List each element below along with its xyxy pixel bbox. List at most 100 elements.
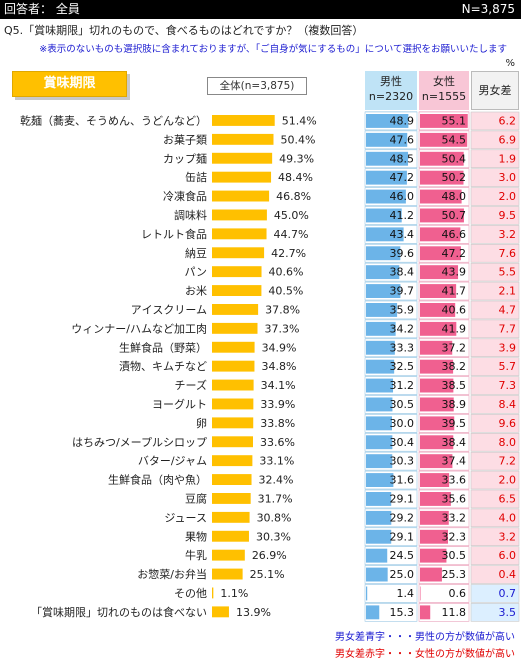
female-bar	[420, 492, 451, 506]
female-value-label: 38.5	[442, 379, 467, 392]
female-value-label: 50.7	[442, 209, 467, 222]
total-n-label: N=3,875	[461, 2, 515, 16]
diff-cell	[470, 376, 520, 395]
male-cell	[364, 584, 418, 603]
category-label: その他	[174, 587, 207, 600]
category-label: お米	[185, 285, 207, 298]
male-value-label: 29.2	[390, 511, 415, 524]
male-bar	[366, 246, 401, 261]
total-bar	[212, 285, 262, 296]
selection-note: ※表示のないものも選択肢に含まれておりますが、「ご自身が気にするもの」について選…	[39, 44, 507, 55]
diff-cell	[470, 244, 520, 263]
female-column-header: 女性 n=1555	[419, 71, 469, 110]
female-bar	[420, 359, 454, 374]
female-bar	[420, 340, 453, 355]
male-bar	[366, 586, 368, 601]
category-label: 豆腐	[185, 491, 207, 505]
total-value-label: 34.8%	[261, 360, 296, 373]
total-value-label: 37.8%	[265, 303, 300, 316]
male-value-label: 39.7	[390, 285, 415, 298]
total-bar	[212, 133, 274, 145]
total-value-label: 50.4%	[280, 133, 315, 146]
total-value-label: 33.6%	[260, 436, 295, 449]
total-bar	[212, 247, 265, 259]
category-label: パン	[184, 266, 207, 279]
total-bar	[212, 568, 243, 580]
category-label: 缶詰	[185, 170, 207, 184]
female-value-label: 40.6	[442, 303, 467, 316]
total-bar	[212, 455, 253, 467]
male-bar	[366, 284, 401, 298]
total-bar	[212, 360, 255, 372]
male-bar	[366, 132, 408, 147]
male-bar	[366, 378, 394, 393]
total-bar	[212, 493, 251, 504]
diff-value-label: 3.2	[499, 228, 517, 241]
total-bar	[212, 190, 270, 202]
diff-value-label: 9.5	[499, 209, 517, 222]
category-label: 納豆	[185, 247, 207, 260]
male-value-label: 48.5	[390, 152, 415, 165]
female-value-label: 38.9	[442, 398, 467, 411]
male-value-label: 30.4	[390, 436, 415, 449]
male-bar	[366, 359, 395, 374]
total-bar	[212, 115, 275, 126]
male-bar	[366, 567, 388, 582]
diff-cell	[470, 527, 520, 546]
male-column-header: 男性 n=2320	[365, 71, 417, 110]
category-label: お惣菜/お弁当	[137, 567, 207, 581]
male-value-label: 29.1	[390, 530, 415, 543]
total-value-label: 49.3%	[279, 152, 314, 165]
diff-value-label: 4.0	[499, 511, 517, 524]
respondents-label: 回答者： 全員	[4, 2, 80, 16]
category-label: 果物	[185, 529, 207, 543]
diff-cell	[470, 206, 520, 225]
female-bar	[420, 416, 455, 431]
male-bar	[366, 170, 407, 185]
female-bar	[420, 170, 464, 185]
total-bar	[212, 474, 252, 485]
male-bar	[366, 548, 388, 563]
male-value-label: 31.2	[390, 379, 415, 392]
diff-value-label: 4.7	[499, 303, 517, 316]
female-bar	[420, 227, 461, 242]
diff-value-label: 1.9	[499, 152, 517, 165]
male-value-label: 32.5	[390, 360, 415, 373]
male-value-label: 30.3	[390, 455, 415, 468]
female-n: n=1555	[421, 90, 467, 103]
diff-value-label: 3.0	[499, 171, 517, 184]
diff-cell	[470, 225, 520, 244]
diff-cell	[470, 338, 520, 357]
total-value-label: 34.9%	[262, 341, 297, 354]
diff-cell	[470, 508, 520, 528]
total-value-label: 33.8%	[260, 417, 295, 430]
female-value-label: 33.2	[442, 511, 467, 524]
male-value-label: 33.3	[390, 341, 415, 354]
total-bar	[212, 417, 254, 429]
total-value-label: 30.8%	[257, 511, 292, 524]
female-bar	[420, 567, 442, 582]
female-bar	[420, 435, 454, 450]
category-label: 生鮮食品（野菜）	[119, 340, 207, 354]
male-bar	[366, 435, 393, 450]
male-bar	[366, 189, 406, 204]
diff-label: 男女差	[478, 84, 512, 97]
total-bar	[212, 228, 267, 240]
total-value-label: 44.7%	[274, 228, 309, 241]
female-bar	[420, 284, 457, 298]
diff-cell	[470, 489, 520, 509]
total-value-label: 42.7%	[271, 247, 306, 260]
diff-cell	[470, 565, 520, 584]
category-label: 乾麺（蕎麦、そうめん、うどんなど）	[20, 114, 207, 127]
percent-unit: %	[505, 58, 515, 69]
male-value-label: 46.0	[390, 190, 415, 203]
diff-value-label: 2.1	[499, 285, 517, 298]
male-bar	[366, 492, 392, 506]
total-value-label: 30.3%	[256, 530, 291, 543]
category-label: 漬物、キムチなど	[119, 359, 207, 373]
top-bar: 回答者： 全員 N=3,875	[0, 0, 521, 19]
male-bar	[366, 397, 393, 412]
female-bar	[420, 378, 454, 393]
total-bar	[212, 322, 258, 334]
